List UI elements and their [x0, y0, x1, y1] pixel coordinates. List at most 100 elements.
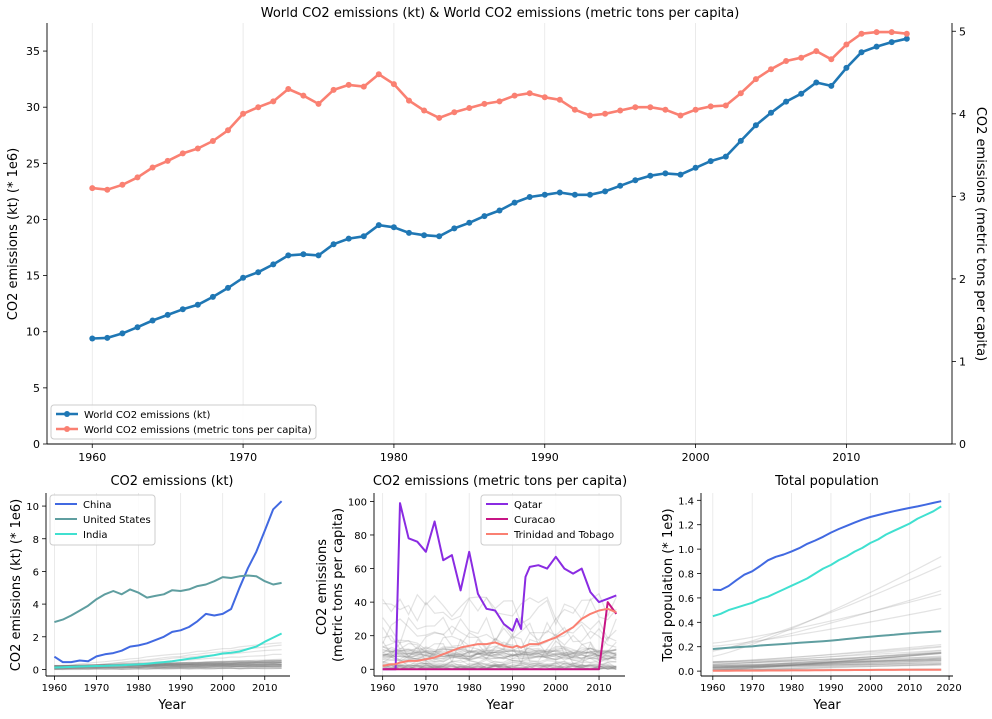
y-tick-label-0-4: 0.4 — [678, 618, 694, 629]
point-world-co2-emissions-kt-2008 — [813, 79, 820, 86]
point-world-co2-emissions-metric-tons-per-capita-1992 — [571, 106, 578, 113]
y-tick-label-60: 60 — [354, 565, 367, 576]
background-country-line — [382, 659, 617, 667]
background-country-line — [382, 648, 617, 657]
background-country-line — [382, 618, 617, 647]
y-tick-label-1-4: 1.4 — [678, 496, 694, 507]
background-country-line — [54, 661, 282, 669]
background-country-line — [712, 658, 942, 669]
background-country-line — [54, 667, 282, 670]
background-country-line — [712, 652, 942, 671]
y-tick-label-1: 1.0 — [678, 545, 694, 556]
per-capita-panel-y-axis-label: CO2 emissions (metric tons per capita) — [315, 508, 346, 662]
legend-label-united-states: United States — [83, 515, 151, 526]
x-tick-label-1970: 1970 — [229, 451, 257, 464]
point-world-co2-emissions-kt-1998 — [662, 170, 669, 177]
point-world-co2-emissions-kt-1979 — [375, 222, 382, 229]
population-panel-axes: 1960 1970 1980 1990 2000 2010 2020 0.0 0.2 0.4 0.6… — [678, 493, 962, 694]
background-country-line — [382, 626, 617, 651]
legend-label-curacao: Curacao — [514, 515, 555, 526]
background-country-line — [382, 662, 617, 670]
point-world-co2-emissions-metric-tons-per-capita-1975 — [315, 100, 322, 107]
background-country-line — [54, 660, 282, 667]
x-tick-label-1980: 1980 — [380, 451, 408, 464]
background-country-line — [712, 657, 942, 669]
y-tick-label-35: 35 — [26, 45, 40, 58]
y-tick-label-0: 0.0 — [678, 667, 694, 678]
y2-tick-label-3: 3 — [959, 190, 966, 203]
point-world-co2-emissions-kt-1969 — [225, 284, 231, 291]
point-world-co2-emissions-metric-tons-per-capita-1972 — [270, 98, 277, 105]
y-tick-label-15: 15 — [26, 270, 40, 283]
point-world-co2-emissions-metric-tons-per-capita-1964 — [149, 164, 156, 171]
point-world-co2-emissions-metric-tons-per-capita-1998 — [662, 106, 669, 113]
point-world-co2-emissions-kt-2010 — [843, 64, 850, 71]
point-world-co2-emissions-kt-1965 — [164, 311, 171, 318]
background-country-line — [712, 659, 942, 669]
background-country-line — [382, 652, 617, 660]
background-country-line — [382, 653, 617, 661]
series-line-country-1 — [712, 500, 942, 591]
y-tick-label-0-6: 0.6 — [678, 594, 694, 605]
background-country-line — [382, 652, 617, 661]
background-country-line — [382, 634, 617, 663]
point-world-co2-emissions-metric-tons-per-capita-2000 — [692, 106, 699, 113]
point-world-co2-emissions-kt-1962 — [119, 330, 126, 337]
background-country-line — [54, 660, 282, 667]
main-series — [89, 29, 910, 342]
background-country-line — [712, 656, 942, 663]
background-country-line — [712, 657, 942, 666]
point-world-co2-emissions-metric-tons-per-capita-2014 — [903, 30, 910, 37]
point-world-co2-emissions-metric-tons-per-capita-1978 — [360, 83, 367, 90]
background-country-line — [382, 664, 617, 670]
point-world-co2-emissions-kt-1966 — [179, 306, 186, 313]
per-capita-y-label-line-1: CO2 emissions — [315, 539, 330, 635]
x-tick-label-2010: 2010 — [252, 683, 277, 694]
point-world-co2-emissions-kt-1978 — [360, 233, 367, 240]
legend-marker-world-kt — [64, 411, 70, 417]
main-y2-axis-label: CO2 emissions (metric tons per capita) — [973, 107, 988, 361]
x-tick-label-1970: 1970 — [84, 683, 109, 694]
population-panel-series — [712, 500, 942, 672]
series-line-china — [53, 500, 283, 664]
x-tick-label-1960: 1960 — [700, 683, 725, 694]
x-tick-label-1980: 1980 — [456, 683, 481, 694]
background-country-line — [382, 655, 617, 664]
x-tick-label-1960: 1960 — [42, 683, 67, 694]
background-country-line — [382, 661, 617, 668]
per-capita-panel-axes: 1960 1970 1980 1990 2000 2010 0 20 40 60 80 100 — [348, 493, 625, 694]
y2-tick-label-1: 1 — [959, 355, 966, 368]
series-line-world-co2-emissions-kt — [92, 37, 908, 340]
point-world-co2-emissions-kt-1972 — [270, 261, 277, 268]
point-world-co2-emissions-kt-2013 — [888, 39, 895, 46]
legend-label-qatar: Qatar — [514, 500, 543, 511]
point-world-co2-emissions-kt-1981 — [406, 229, 412, 236]
y-tick-label-10: 10 — [26, 502, 39, 513]
kt-panel-axes: 1960 1970 1980 1990 2000 2010 0 2 4 6 8 10 — [26, 493, 290, 694]
population-panel-title: Total population — [774, 474, 879, 489]
point-world-co2-emissions-metric-tons-per-capita-2007 — [798, 54, 805, 61]
y-tick-label-0: 0 — [33, 665, 39, 676]
main-grid — [91, 23, 847, 444]
legend-label-india: India — [83, 530, 108, 541]
point-world-co2-emissions-kt-1982 — [421, 232, 428, 239]
point-world-co2-emissions-metric-tons-per-capita-1967 — [194, 145, 201, 152]
series-line-united-states — [54, 574, 282, 624]
main-chart-title: World CO2 emissions (kt) & World CO2 emi… — [261, 6, 740, 21]
kt-panel-y-axis-label: CO2 emissions (kt) (* 1e6) — [9, 499, 24, 671]
point-world-co2-emissions-kt-1980 — [390, 224, 397, 231]
point-world-co2-emissions-kt-1961 — [104, 334, 111, 341]
point-world-co2-emissions-metric-tons-per-capita-1983 — [436, 114, 443, 121]
y-tick-label-20: 20 — [26, 213, 40, 226]
series-line-world-co2-emissions-metric-tons-per-capita — [92, 30, 907, 191]
point-world-co2-emissions-kt-1995 — [617, 182, 624, 189]
series-line-india — [54, 632, 283, 669]
population-panel-x-axis-label: Year — [812, 698, 841, 713]
point-world-co2-emissions-kt-1985 — [466, 219, 473, 226]
x-tick-label-2000: 2000 — [682, 451, 710, 464]
background-country-line — [382, 645, 617, 653]
background-country-line — [712, 652, 942, 671]
point-world-co2-emissions-metric-tons-per-capita-2001 — [707, 103, 714, 110]
point-world-co2-emissions-metric-tons-per-capita-1986 — [481, 100, 488, 107]
background-country-line — [382, 664, 617, 670]
